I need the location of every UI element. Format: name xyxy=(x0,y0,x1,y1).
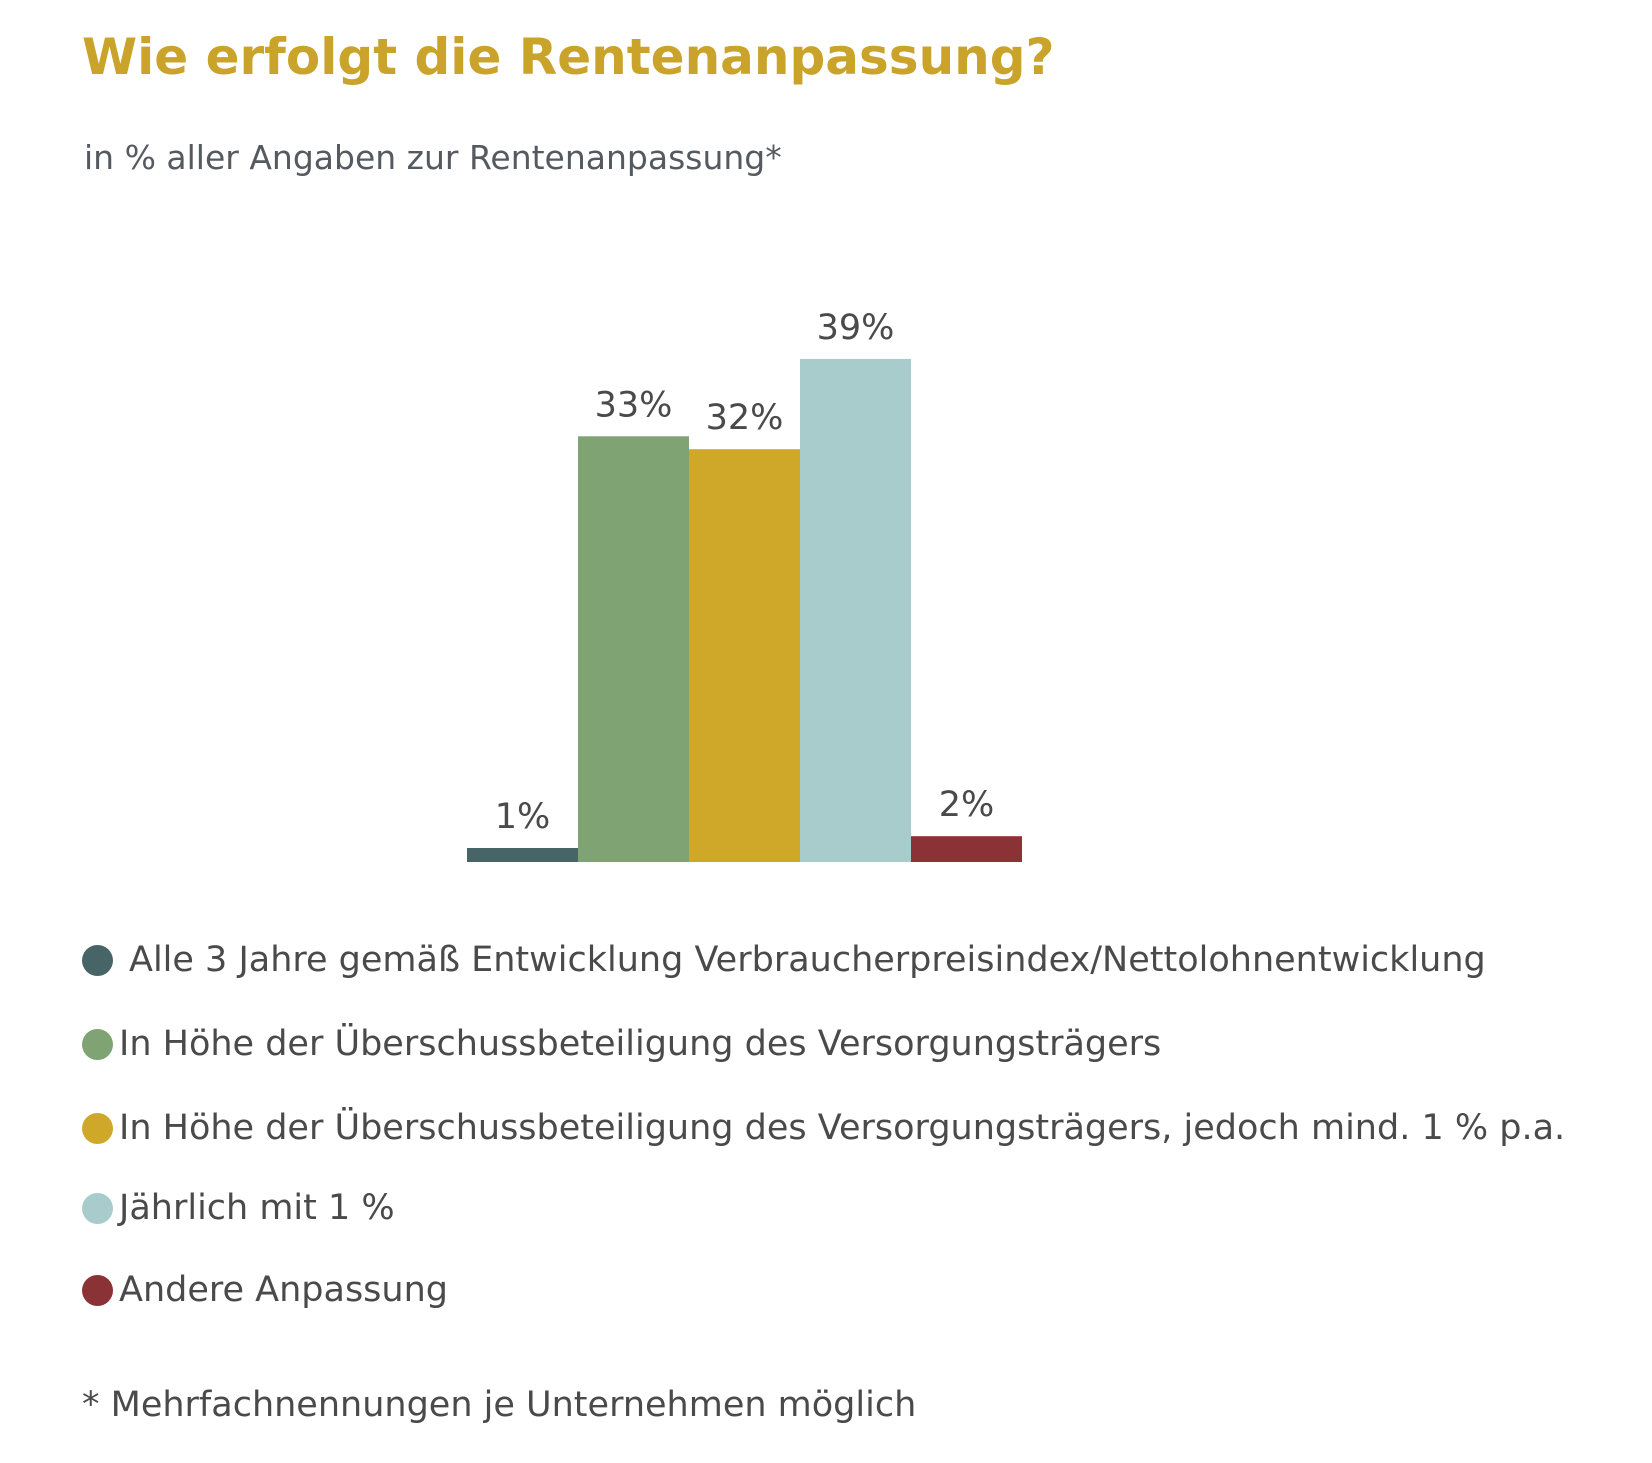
legend-label: Jährlich mit 1 % xyxy=(119,1188,395,1228)
legend-item: In Höhe der Überschussbeteiligung des Ve… xyxy=(82,1024,1161,1064)
bar-4 xyxy=(800,358,911,862)
bar-chart: 1% 33% 32% 39% 2% xyxy=(467,308,1022,862)
bar-5 xyxy=(911,836,1022,862)
legend-item: Jährlich mit 1 % xyxy=(82,1188,395,1228)
legend-label: Alle 3 Jahre gemäß Entwicklung Verbrauch… xyxy=(129,940,1486,980)
chart-title: Wie erfolgt die Rentenanpassung? xyxy=(82,28,1055,86)
bar-value-label: 1% xyxy=(495,797,551,837)
legend-swatch-1 xyxy=(82,944,113,976)
legend-swatch-2 xyxy=(82,1028,113,1060)
legend-swatch-4 xyxy=(82,1192,113,1224)
bar-value-label: 33% xyxy=(595,385,673,425)
bar-2 xyxy=(578,436,689,862)
bar-value-label: 2% xyxy=(939,785,995,825)
footnote: * Mehrfachnennungen je Unternehmen mögli… xyxy=(82,1385,917,1425)
legend-label: In Höhe der Überschussbeteiligung des Ve… xyxy=(119,1108,1566,1148)
legend-item: In Höhe der Überschussbeteiligung des Ve… xyxy=(82,1108,1565,1148)
legend-item: Andere Anpassung xyxy=(82,1270,448,1310)
bar-value-label: 32% xyxy=(706,398,784,438)
legend-label: In Höhe der Überschussbeteiligung des Ve… xyxy=(119,1024,1162,1064)
legend-label: Andere Anpassung xyxy=(119,1270,448,1310)
legend-item: Alle 3 Jahre gemäß Entwicklung Verbrauch… xyxy=(82,940,1486,980)
bar-3 xyxy=(689,449,800,862)
chart-subtitle: in % aller Angaben zur Rentenanpassung* xyxy=(84,138,782,177)
legend-swatch-3 xyxy=(82,1112,113,1144)
bar-value-label: 39% xyxy=(817,308,895,348)
bar-1 xyxy=(467,848,578,862)
legend-swatch-5 xyxy=(82,1274,113,1306)
